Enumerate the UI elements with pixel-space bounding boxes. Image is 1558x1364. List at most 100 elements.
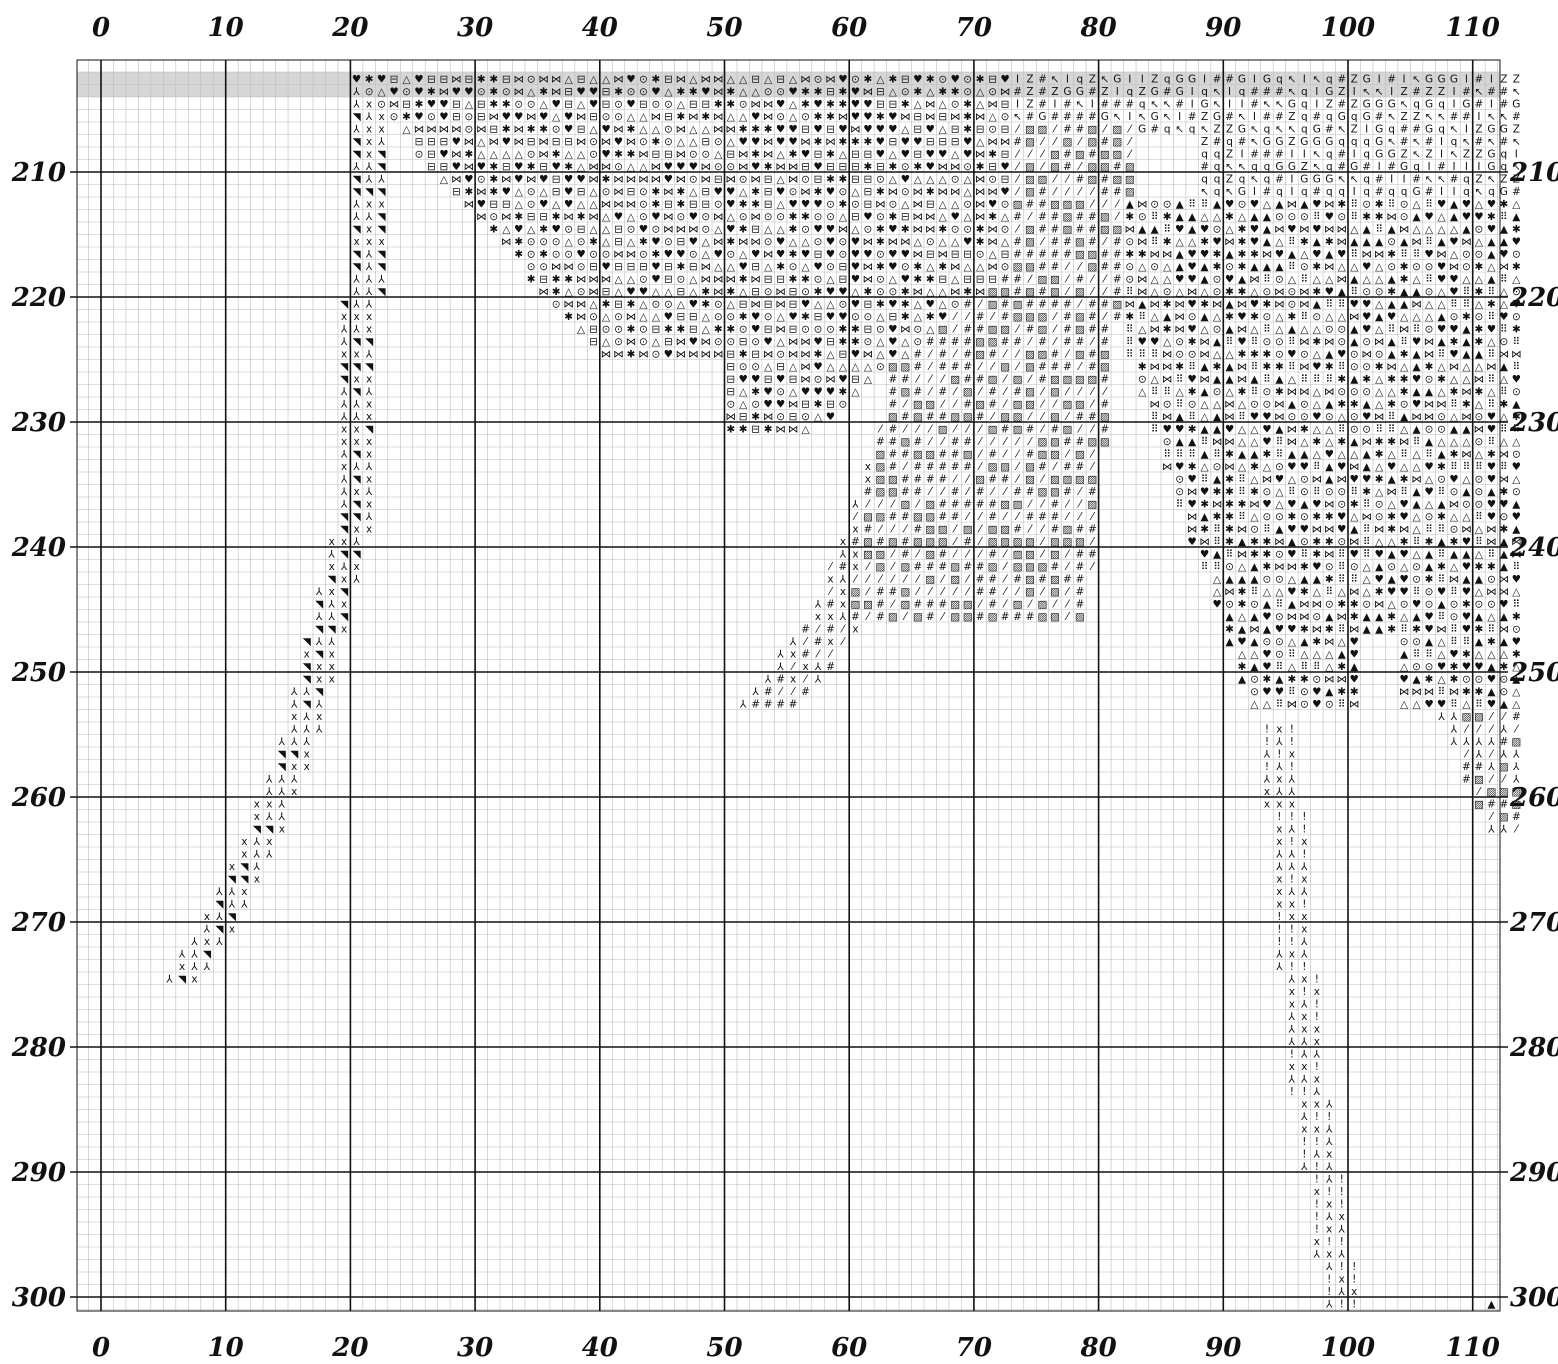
- stitch-symbol: ▲: [1437, 498, 1446, 510]
- stitch-symbol: ⁄: [977, 536, 983, 548]
- stitch-symbol: ⅄: [353, 98, 360, 110]
- stitch-symbol: #: [1075, 548, 1084, 560]
- stitch-symbol: I: [1452, 186, 1455, 198]
- stitch-symbol: ⅄: [353, 123, 360, 135]
- stitch-symbol: △: [1363, 561, 1372, 573]
- stitch-symbol: ♥: [1325, 211, 1334, 223]
- stitch-symbol: ⅄: [366, 261, 373, 273]
- stitch-symbol: #: [1075, 111, 1084, 123]
- stitch-symbol: ⁄: [977, 548, 983, 560]
- stitch-symbol: ⋈: [713, 348, 724, 360]
- stitch-symbol: !: [1290, 1086, 1294, 1098]
- stitch-symbol: ⁄: [890, 498, 896, 510]
- stitch-symbol: △: [1225, 348, 1234, 360]
- stitch-symbol: ⊟: [988, 273, 997, 285]
- stitch-symbol: ⋈: [1224, 436, 1235, 448]
- stitch-symbol: △: [664, 86, 673, 98]
- stitch-symbol: ✱: [1350, 398, 1359, 410]
- stitch-symbol: ⠿: [1201, 473, 1209, 485]
- stitch-symbol: ⊟: [951, 123, 960, 135]
- stitch-symbol: ▲: [1275, 373, 1284, 385]
- stitch-symbol: ✱: [801, 86, 810, 98]
- stitch-symbol: △: [1250, 436, 1259, 448]
- stitch-symbol: ♥: [1399, 673, 1408, 685]
- stitch-symbol: △: [1275, 586, 1284, 598]
- stitch-symbol: ⁄: [1040, 423, 1046, 435]
- stitch-symbol: q: [1451, 136, 1458, 148]
- stitch-symbol: ✱: [427, 86, 436, 98]
- stitch-symbol: △: [926, 286, 935, 298]
- stitch-symbol: ⊙: [1325, 486, 1334, 498]
- stitch-symbol: △: [1275, 486, 1284, 498]
- stitch-symbol: ⊙: [1300, 511, 1309, 523]
- stitch-symbol: !: [1277, 923, 1281, 935]
- stitch-symbol: △: [976, 86, 985, 98]
- stitch-symbol: ⅄: [304, 711, 311, 723]
- stitch-symbol: ✱: [1325, 573, 1334, 585]
- stitch-symbol: ⋈: [763, 248, 774, 260]
- stitch-symbol: ♥: [439, 98, 448, 110]
- stitch-symbol: ✱: [1300, 423, 1309, 435]
- stitch-symbol: ♥: [751, 311, 760, 323]
- stitch-symbol: ⅄: [378, 136, 385, 148]
- stitch-symbol: △: [1475, 398, 1484, 410]
- stitch-symbol: ⁄: [1114, 198, 1120, 210]
- stitch-symbol: △: [851, 223, 860, 235]
- stitch-symbol: ▨: [938, 536, 948, 548]
- stitch-symbol: ▨: [850, 598, 860, 610]
- stitch-symbol: △: [689, 136, 698, 148]
- stitch-symbol: x: [366, 198, 372, 210]
- stitch-symbol: #: [901, 536, 910, 548]
- stitch-symbol: ✱: [1287, 511, 1296, 523]
- stitch-symbol: ♥: [888, 336, 897, 348]
- stitch-symbol: ⅄: [341, 336, 348, 348]
- stitch-symbol: ⠿: [1413, 436, 1421, 448]
- stitch-symbol: ▨: [963, 411, 973, 423]
- stitch-symbol: #: [1075, 561, 1084, 573]
- stitch-symbol: ▲: [1275, 673, 1284, 685]
- stitch-symbol: !: [1265, 736, 1269, 748]
- stitch-symbol: △: [1462, 361, 1471, 373]
- stitch-symbol: ▲: [1313, 236, 1322, 248]
- stitch-symbol: ⅄: [353, 211, 360, 223]
- stitch-symbol: ⠿: [1463, 286, 1471, 298]
- stitch-symbol: ⠿: [1500, 273, 1508, 285]
- stitch-symbol: ▲: [1500, 361, 1509, 373]
- stitch-symbol: ▨: [1100, 348, 1110, 360]
- stitch-symbol: ⋈: [1237, 548, 1248, 560]
- stitch-symbol: ⋈: [987, 136, 998, 148]
- stitch-symbol: G: [1375, 123, 1383, 135]
- stitch-symbol: ⋈: [1274, 286, 1285, 298]
- stitch-symbol: I: [1253, 73, 1256, 85]
- stitch-symbol: ⁄: [1040, 236, 1046, 248]
- stitch-symbol: ♥: [1250, 298, 1259, 310]
- stitch-symbol: ✱: [814, 348, 823, 360]
- stitch-symbol: !: [1290, 836, 1294, 848]
- stitch-symbol: ⊙: [1425, 286, 1434, 298]
- stitch-symbol: ✱: [1325, 536, 1334, 548]
- stitch-symbol: ⊟: [726, 386, 735, 398]
- stitch-symbol: ▨: [888, 361, 898, 373]
- stitch-symbol: ⋈: [476, 186, 487, 198]
- stitch-symbol: ♥: [689, 236, 698, 248]
- stitch-symbol: △: [1313, 586, 1322, 598]
- stitch-symbol: ▲: [1201, 273, 1210, 285]
- stitch-symbol: ▨: [963, 386, 973, 398]
- stitch-symbol: ⊟: [988, 161, 997, 173]
- stitch-symbol: ▲: [1325, 611, 1334, 623]
- stitch-symbol: !: [1290, 811, 1294, 823]
- stitch-symbol: ▲: [1487, 686, 1496, 698]
- stitch-symbol: ⊙: [1450, 611, 1459, 623]
- stitch-symbol: ▨: [963, 598, 973, 610]
- stitch-symbol: ▨: [1013, 373, 1023, 385]
- stitch-symbol: △: [689, 273, 698, 285]
- stitch-symbol: ♥: [1449, 323, 1458, 335]
- stitch-symbol: △: [1213, 573, 1222, 585]
- stitch-symbol: ↖: [1412, 148, 1421, 160]
- stitch-symbol: ✱: [1275, 361, 1284, 373]
- stitch-symbol: ⊙: [1375, 498, 1384, 510]
- stitch-symbol: ♥: [1424, 623, 1433, 635]
- stitch-symbol: ⠿: [1450, 398, 1458, 410]
- stitch-symbol: ⊙: [876, 361, 885, 373]
- stitch-symbol: ⋈: [975, 173, 986, 185]
